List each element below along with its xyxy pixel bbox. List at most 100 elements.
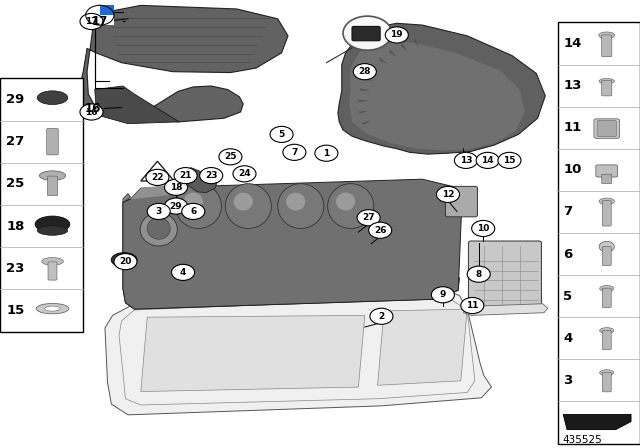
Text: 10: 10 (477, 224, 490, 233)
FancyBboxPatch shape (602, 288, 611, 308)
FancyBboxPatch shape (602, 201, 611, 226)
Text: 15: 15 (503, 156, 516, 165)
Polygon shape (123, 179, 462, 309)
FancyBboxPatch shape (47, 129, 58, 155)
Ellipse shape (37, 226, 68, 235)
FancyBboxPatch shape (468, 241, 541, 307)
Text: 8: 8 (476, 270, 482, 279)
Circle shape (172, 264, 195, 280)
Polygon shape (463, 304, 548, 315)
Text: 4: 4 (563, 332, 572, 345)
Circle shape (283, 144, 306, 160)
Polygon shape (362, 120, 371, 125)
Ellipse shape (42, 258, 63, 265)
FancyBboxPatch shape (47, 176, 58, 196)
Circle shape (164, 179, 188, 195)
Circle shape (467, 266, 490, 282)
Polygon shape (358, 110, 369, 114)
Polygon shape (371, 67, 380, 72)
Ellipse shape (140, 213, 177, 246)
Text: 17: 17 (92, 15, 108, 28)
Text: 19: 19 (390, 30, 403, 39)
Circle shape (431, 287, 454, 303)
Circle shape (114, 254, 137, 270)
Polygon shape (86, 15, 100, 25)
Polygon shape (186, 168, 218, 193)
Polygon shape (413, 38, 419, 47)
Polygon shape (100, 5, 114, 15)
Ellipse shape (234, 193, 253, 211)
Text: 28: 28 (358, 67, 371, 76)
Circle shape (80, 104, 103, 120)
Circle shape (164, 198, 188, 214)
Circle shape (219, 149, 242, 165)
Polygon shape (100, 15, 114, 25)
Ellipse shape (36, 303, 69, 314)
Circle shape (599, 241, 614, 252)
Text: 27: 27 (362, 213, 375, 222)
Text: 13: 13 (563, 79, 582, 92)
Ellipse shape (599, 198, 614, 205)
Circle shape (146, 169, 169, 185)
Circle shape (86, 5, 114, 25)
Circle shape (233, 166, 256, 182)
Text: 6: 6 (563, 247, 572, 261)
Polygon shape (123, 273, 460, 309)
FancyBboxPatch shape (602, 372, 611, 392)
Polygon shape (86, 5, 100, 15)
Text: 17: 17 (85, 17, 98, 26)
Ellipse shape (336, 193, 355, 211)
Text: 9: 9 (440, 290, 446, 299)
Ellipse shape (184, 193, 203, 211)
FancyBboxPatch shape (597, 121, 616, 137)
Ellipse shape (116, 256, 125, 260)
Polygon shape (389, 49, 397, 57)
Text: 26: 26 (374, 226, 387, 235)
Ellipse shape (599, 32, 615, 39)
Text: 24: 24 (238, 169, 251, 178)
Polygon shape (349, 41, 525, 151)
Text: 25: 25 (6, 177, 25, 190)
Ellipse shape (599, 78, 614, 84)
Circle shape (200, 168, 223, 184)
Ellipse shape (175, 184, 221, 228)
Ellipse shape (147, 218, 170, 239)
Polygon shape (141, 161, 174, 181)
Circle shape (270, 126, 293, 142)
FancyBboxPatch shape (594, 119, 620, 138)
Text: 7: 7 (563, 205, 572, 219)
Ellipse shape (600, 285, 614, 291)
FancyBboxPatch shape (0, 78, 83, 332)
Text: 27: 27 (6, 135, 25, 148)
Circle shape (174, 168, 197, 184)
Text: 15: 15 (6, 304, 25, 317)
Circle shape (315, 145, 338, 161)
Circle shape (343, 16, 392, 50)
Ellipse shape (225, 184, 271, 228)
Text: 11: 11 (466, 301, 479, 310)
Circle shape (436, 186, 460, 202)
Text: 29: 29 (170, 202, 182, 211)
FancyBboxPatch shape (445, 186, 477, 217)
Ellipse shape (278, 184, 324, 228)
FancyBboxPatch shape (602, 174, 612, 184)
Polygon shape (401, 43, 407, 52)
Text: 435525: 435525 (563, 435, 602, 445)
Polygon shape (360, 88, 370, 91)
Text: 29: 29 (6, 93, 25, 106)
Circle shape (472, 220, 495, 237)
Text: 23: 23 (205, 171, 218, 180)
Text: 2: 2 (378, 312, 385, 321)
Ellipse shape (600, 370, 614, 375)
Text: 21: 21 (179, 171, 192, 180)
FancyBboxPatch shape (558, 22, 640, 444)
Circle shape (357, 210, 380, 226)
Circle shape (353, 64, 376, 80)
Text: 14: 14 (563, 37, 582, 50)
Text: 18: 18 (170, 183, 182, 192)
Ellipse shape (45, 306, 60, 311)
Circle shape (454, 152, 477, 168)
Circle shape (498, 152, 521, 168)
FancyBboxPatch shape (596, 165, 618, 177)
Circle shape (385, 27, 408, 43)
